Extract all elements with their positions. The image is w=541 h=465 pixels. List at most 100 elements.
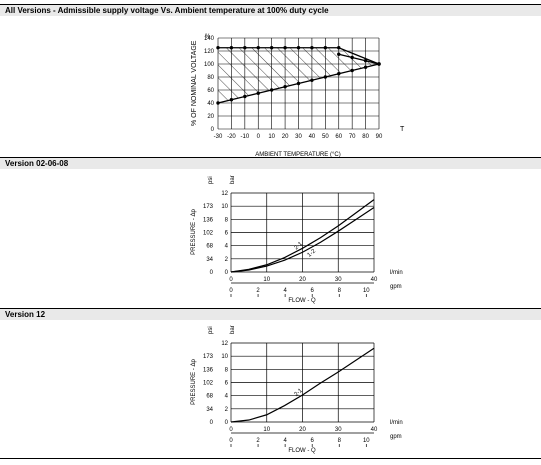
- curve-label: 1-2: [307, 248, 318, 259]
- ytick-label-psi: 136: [203, 217, 214, 223]
- section-title-version-12: Version 12: [5, 310, 46, 319]
- c1-xtick-label: 0: [257, 134, 261, 140]
- c1-point: [243, 94, 247, 99]
- xtick-label-gpm: 8: [338, 438, 342, 444]
- xtick-label-lpm: 30: [335, 277, 342, 283]
- xtick-label-lpm: 10: [263, 427, 270, 433]
- section-title-version-02-06-08: Version 02-06-08: [5, 159, 69, 168]
- c1-point: [377, 62, 381, 66]
- section-title-voltage: All Versions - Admissible supply voltage…: [5, 6, 329, 15]
- c1-point: [337, 46, 341, 50]
- ytick-label-bar: 12: [221, 191, 228, 197]
- xtick-label-gpm: 10: [363, 438, 370, 444]
- ytick-label-psi: 0: [210, 420, 214, 426]
- c1-xtick-label: 40: [309, 134, 316, 140]
- c1-point: [337, 72, 341, 76]
- ytick-label-bar: 0: [225, 270, 229, 276]
- c1-ytick-label: 140: [204, 36, 215, 42]
- ytick-label-psi: 136: [203, 367, 214, 373]
- ytick-label-bar: 8: [225, 367, 229, 373]
- bottom-rule: [0, 458, 541, 459]
- c1-xtick-label: 30: [295, 134, 302, 140]
- c1-ytick-label: 60: [207, 88, 214, 94]
- c1-point: [296, 81, 301, 86]
- xtick-label-lpm: 40: [371, 277, 378, 283]
- c1-point: [269, 46, 274, 50]
- ytick-label-bar: 6: [225, 381, 229, 387]
- xtick-label-lpm: 40: [371, 427, 378, 433]
- c1-xtick-label: 80: [362, 134, 369, 140]
- pressure-flow-chart-02-06-08: 2-11-2 0 10 20 30 40024681012034681021361730…: [191, 175, 403, 304]
- xtick-label-gpm: 6: [311, 288, 315, 294]
- ytick-label-bar: 0: [225, 420, 229, 426]
- xtick-label-lpm: 10: [263, 277, 270, 283]
- c2-xlabel: FLOW - Q: [288, 298, 316, 304]
- c1-point: [350, 68, 354, 73]
- ytick-label-psi: 173: [203, 354, 214, 360]
- c1-point: [216, 46, 220, 50]
- xtick-label-gpm: 2: [256, 288, 260, 294]
- c1-point: [363, 65, 368, 69]
- c1-point: [229, 98, 234, 102]
- xtick-label-gpm: 0: [229, 438, 233, 444]
- xtick-label-lpm: 0: [229, 277, 233, 283]
- section-header-version-02-06-08: Version 02-06-08: [0, 157, 541, 169]
- c1-point: [310, 78, 314, 82]
- xtick-label-gpm: 10: [363, 288, 370, 294]
- c3-ylabel: PRESSURE - Δp: [191, 358, 197, 404]
- c1-point: [256, 46, 260, 50]
- c1-point: [350, 55, 354, 60]
- c3-bar-unit: bar: [230, 325, 236, 334]
- curve-label: 2-1: [293, 388, 304, 399]
- curve-2-1: [230, 199, 375, 273]
- xtick-label-lpm: 20: [299, 427, 306, 433]
- c1-ylabel: % OF NOMINAL VOLTAGE: [191, 40, 198, 126]
- ytick-label-psi: 102: [203, 381, 214, 387]
- c1-x-corner-label: T: [400, 126, 405, 133]
- ytick-label-bar: 10: [221, 354, 228, 360]
- c1-xtick-label: 70: [349, 134, 356, 140]
- c1-ytick-label: 0: [211, 127, 215, 133]
- xtick-label-gpm: 4: [283, 438, 287, 444]
- c2-psi-unit: psi: [208, 176, 214, 184]
- c1-point: [256, 91, 260, 95]
- c1-point: [229, 46, 234, 50]
- c1-xtick-label: -20: [227, 134, 236, 140]
- ytick-label-bar: 2: [225, 257, 229, 263]
- c1-xtick-label: 10: [268, 134, 275, 140]
- c1-series-2: [338, 53, 380, 65]
- c1-xtick-label: 60: [335, 134, 342, 140]
- c1-ytick-label: 20: [207, 114, 214, 120]
- xtick-label-lpm: 0: [229, 427, 233, 433]
- ytick-label-psi: 68: [206, 394, 213, 400]
- c1-point: [337, 52, 341, 56]
- c1-xtick-label: 50: [322, 134, 329, 140]
- c1-ytick-label: 80: [207, 75, 214, 81]
- c2-ylabel: PRESSURE - Δp: [191, 208, 197, 254]
- c1-point: [323, 75, 328, 79]
- c3-psi-unit: psi: [208, 326, 214, 334]
- ytick-label-bar: 8: [225, 217, 229, 223]
- c1-point: [323, 46, 328, 50]
- xtick-label-gpm: 4: [283, 288, 287, 294]
- c1-y-unit: %: [205, 34, 211, 40]
- c1-hatched-region: [218, 47, 379, 103]
- voltage-temperature-chart: -30 -20 -10 0 10 20 30 40 50 60 70 80 90 0 20 40 60 80 100…: [191, 34, 405, 158]
- c1-xtick-label: 90: [376, 134, 383, 140]
- c1-point: [296, 46, 301, 50]
- c2-x-unit-bottom: gpm: [390, 284, 402, 290]
- c1-point: [269, 88, 274, 92]
- c2-bar-unit: bar: [230, 175, 236, 184]
- c1-point: [283, 85, 287, 89]
- c1-point: [283, 46, 287, 50]
- ytick-label-psi: 34: [206, 407, 213, 413]
- ytick-label-bar: 12: [221, 341, 228, 347]
- c1-point: [363, 59, 368, 63]
- c3-x-unit-bottom: gpm: [390, 434, 402, 440]
- c1-xlabel: AMBIENT TEMPERATURE (°C): [255, 152, 340, 158]
- xtick-label-gpm: 8: [338, 288, 342, 294]
- ytick-label-psi: 0: [210, 270, 214, 276]
- c1-point: [216, 101, 220, 105]
- c1-xtick-label: -10: [240, 134, 249, 140]
